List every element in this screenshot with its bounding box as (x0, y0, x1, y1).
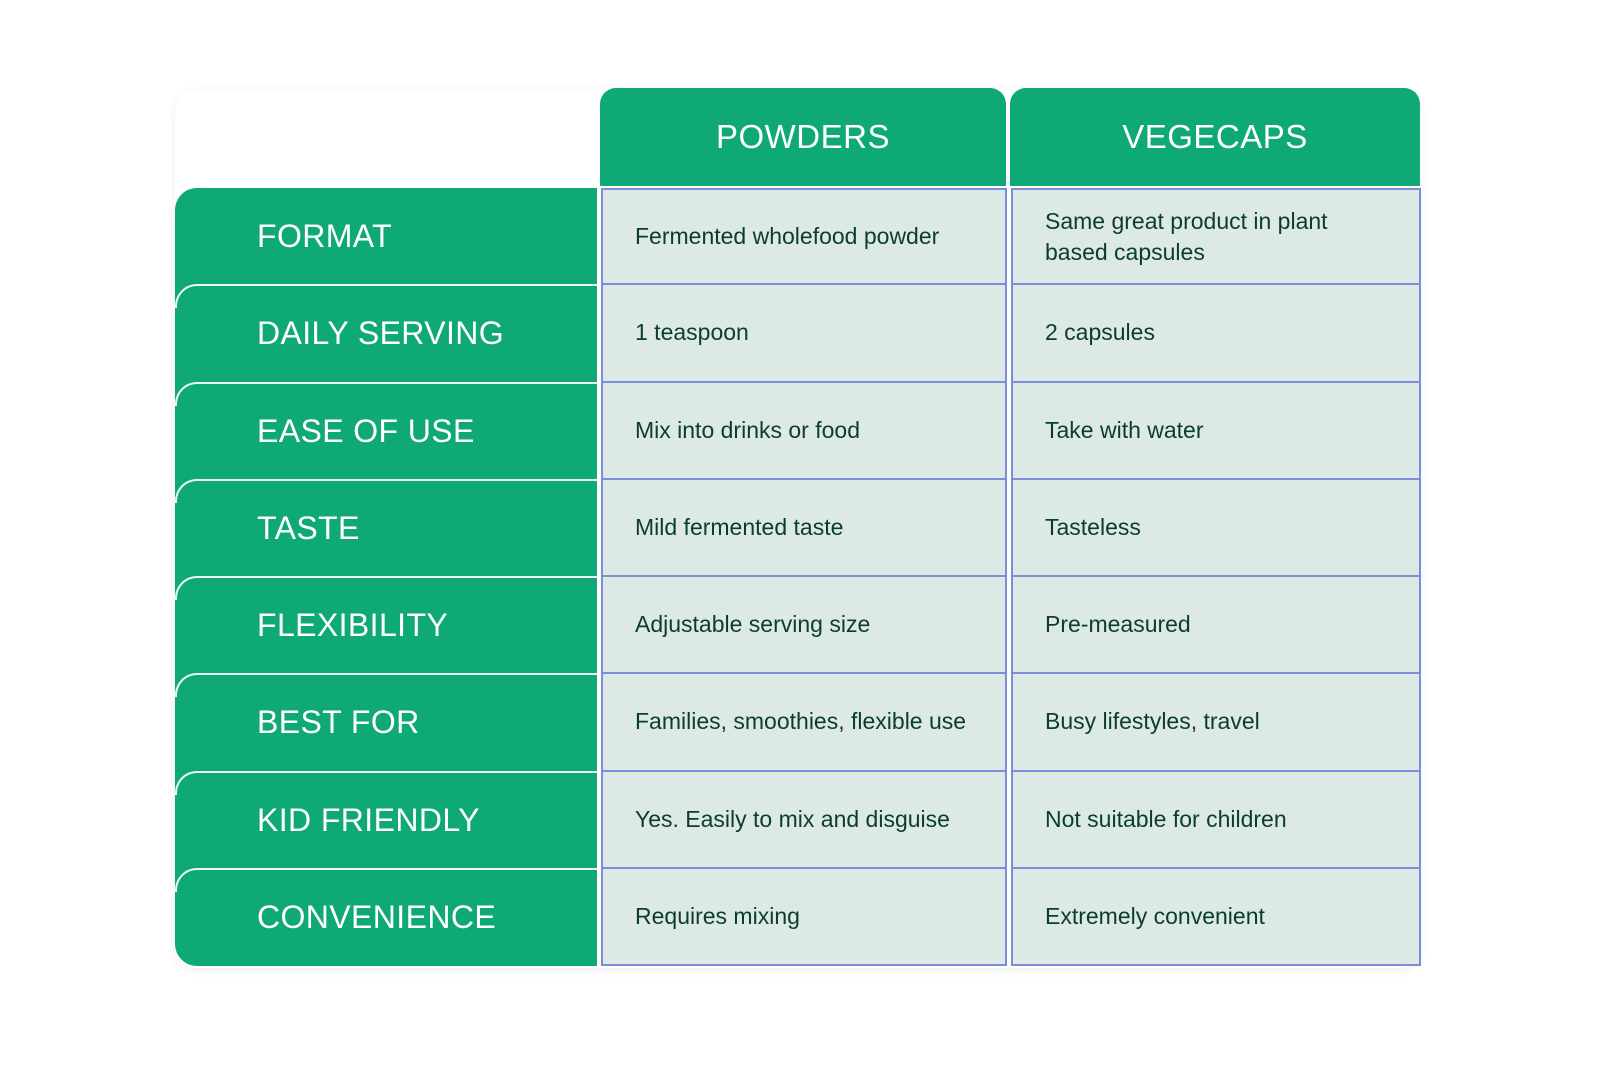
row-separator (175, 576, 597, 600)
row-label-flexibility: FLEXIBILITY (175, 576, 597, 675)
row-label-text: TASTE (257, 509, 360, 546)
row-label-text: FLEXIBILITY (257, 607, 449, 644)
cell-vegecaps-daily-serving: 2 capsules (1011, 285, 1421, 383)
column-header-powders: POWDERS (600, 88, 1006, 186)
table-row: FLEXIBILITY Adjustable serving size Pre-… (175, 576, 1421, 675)
row-separator (175, 673, 597, 698)
cell-powders-flexibility: Adjustable serving size (601, 577, 1007, 675)
table-row: EASE OF USE Mix into drinks or food Take… (175, 381, 1421, 480)
row-label-kid-friendly: KID FRIENDLY (175, 770, 597, 869)
row-label-best-for: BEST FOR (175, 673, 597, 772)
row-label-taste: TASTE (175, 478, 597, 577)
row-label-format: FORMAT (175, 188, 597, 286)
cell-powders-taste: Mild fermented taste (601, 479, 1007, 577)
cell-vegecaps-kid-friendly: Not suitable for children (1011, 771, 1421, 869)
cell-powders-convenience: Requires mixing (601, 868, 1007, 966)
table-row: TASTE Mild fermented taste Tasteless (175, 478, 1421, 577)
cell-powders-best-for: Families, smoothies, flexible use (601, 674, 1007, 772)
cell-vegecaps-convenience: Extremely convenient (1011, 868, 1421, 966)
cell-vegecaps-ease-of-use: Take with water (1011, 382, 1421, 480)
cell-powders-ease-of-use: Mix into drinks or food (601, 382, 1007, 480)
row-label-daily-serving: DAILY SERVING (175, 284, 597, 383)
row-label-text: EASE OF USE (257, 412, 475, 449)
cell-vegecaps-format: Same great product in plant based capsul… (1011, 188, 1421, 286)
table-body: FORMAT Fermented wholefood powder Same g… (175, 188, 1421, 966)
column-header-vegecaps: VEGECAPS (1010, 88, 1420, 186)
cell-vegecaps-taste: Tasteless (1011, 479, 1421, 577)
cell-powders-daily-serving: 1 teaspoon (601, 285, 1007, 383)
row-separator (175, 478, 597, 503)
row-label-ease-of-use: EASE OF USE (175, 381, 597, 480)
row-separator (175, 381, 597, 406)
cell-vegecaps-flexibility: Pre-measured (1011, 577, 1421, 675)
table-row: BEST FOR Families, smoothies, flexible u… (175, 673, 1421, 772)
table-row: CONVENIENCE Requires mixing Extremely co… (175, 867, 1421, 966)
row-label-text: CONVENIENCE (257, 898, 497, 935)
row-label-text: KID FRIENDLY (257, 801, 480, 838)
cell-vegecaps-best-for: Busy lifestyles, travel (1011, 674, 1421, 772)
cell-powders-format: Fermented wholefood powder (601, 188, 1007, 286)
row-label-text: BEST FOR (257, 704, 420, 741)
row-separator (175, 284, 597, 309)
row-label-text: FORMAT (257, 218, 393, 255)
row-label-text: DAILY SERVING (257, 315, 505, 352)
table-row: DAILY SERVING 1 teaspoon 2 capsules (175, 284, 1421, 383)
row-label-convenience: CONVENIENCE (175, 867, 597, 966)
table-row: FORMAT Fermented wholefood powder Same g… (175, 188, 1421, 286)
row-separator (175, 770, 597, 795)
table-header-row: POWDERS VEGECAPS (600, 88, 1420, 186)
comparison-table: POWDERS VEGECAPS FORMAT Fermented wholef… (175, 88, 1421, 968)
row-separator (175, 867, 597, 892)
table-row: KID FRIENDLY Yes. Easily to mix and disg… (175, 770, 1421, 869)
cell-powders-kid-friendly: Yes. Easily to mix and disguise (601, 771, 1007, 869)
